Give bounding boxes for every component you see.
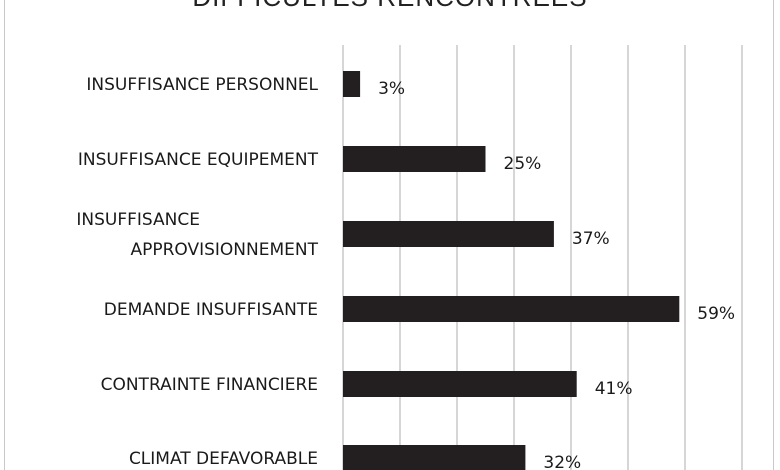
data-label: 25% [504, 154, 542, 174]
category-label: DEMANDE INSUFFISANTE [104, 300, 318, 320]
category-labels: INSUFFISANCE PERSONNEL INSUFFISANCE EQUIP… [76, 75, 318, 469]
data-label: 3% [378, 79, 405, 99]
bar [343, 371, 577, 397]
gridlines [342, 45, 743, 470]
bars [343, 71, 680, 470]
bar [343, 445, 526, 470]
bar [343, 146, 486, 172]
category-label: INSUFFISANCE [76, 210, 200, 230]
data-label: 59% [697, 304, 735, 324]
bar [343, 296, 680, 322]
category-label: INSUFFISANCE EQUIPEMENT [78, 150, 319, 170]
category-label: CLIMAT DEFAVORABLE [129, 449, 318, 469]
chart-title: DIFFICULTES RENCONTREES [192, 0, 587, 12]
data-label: 32% [543, 453, 581, 470]
bar [343, 221, 554, 247]
data-labels: 3% 25% 37% 59% 41% 32% [378, 79, 735, 470]
chart-border [4, 0, 774, 470]
category-label: APPROVISIONNEMENT [130, 240, 318, 260]
bar [343, 71, 361, 97]
category-label: CONTRAINTE FINANCIERE [101, 375, 318, 395]
category-label: INSUFFISANCE PERSONNEL [86, 75, 318, 95]
data-label: 37% [572, 229, 610, 249]
data-label: 41% [595, 379, 633, 399]
